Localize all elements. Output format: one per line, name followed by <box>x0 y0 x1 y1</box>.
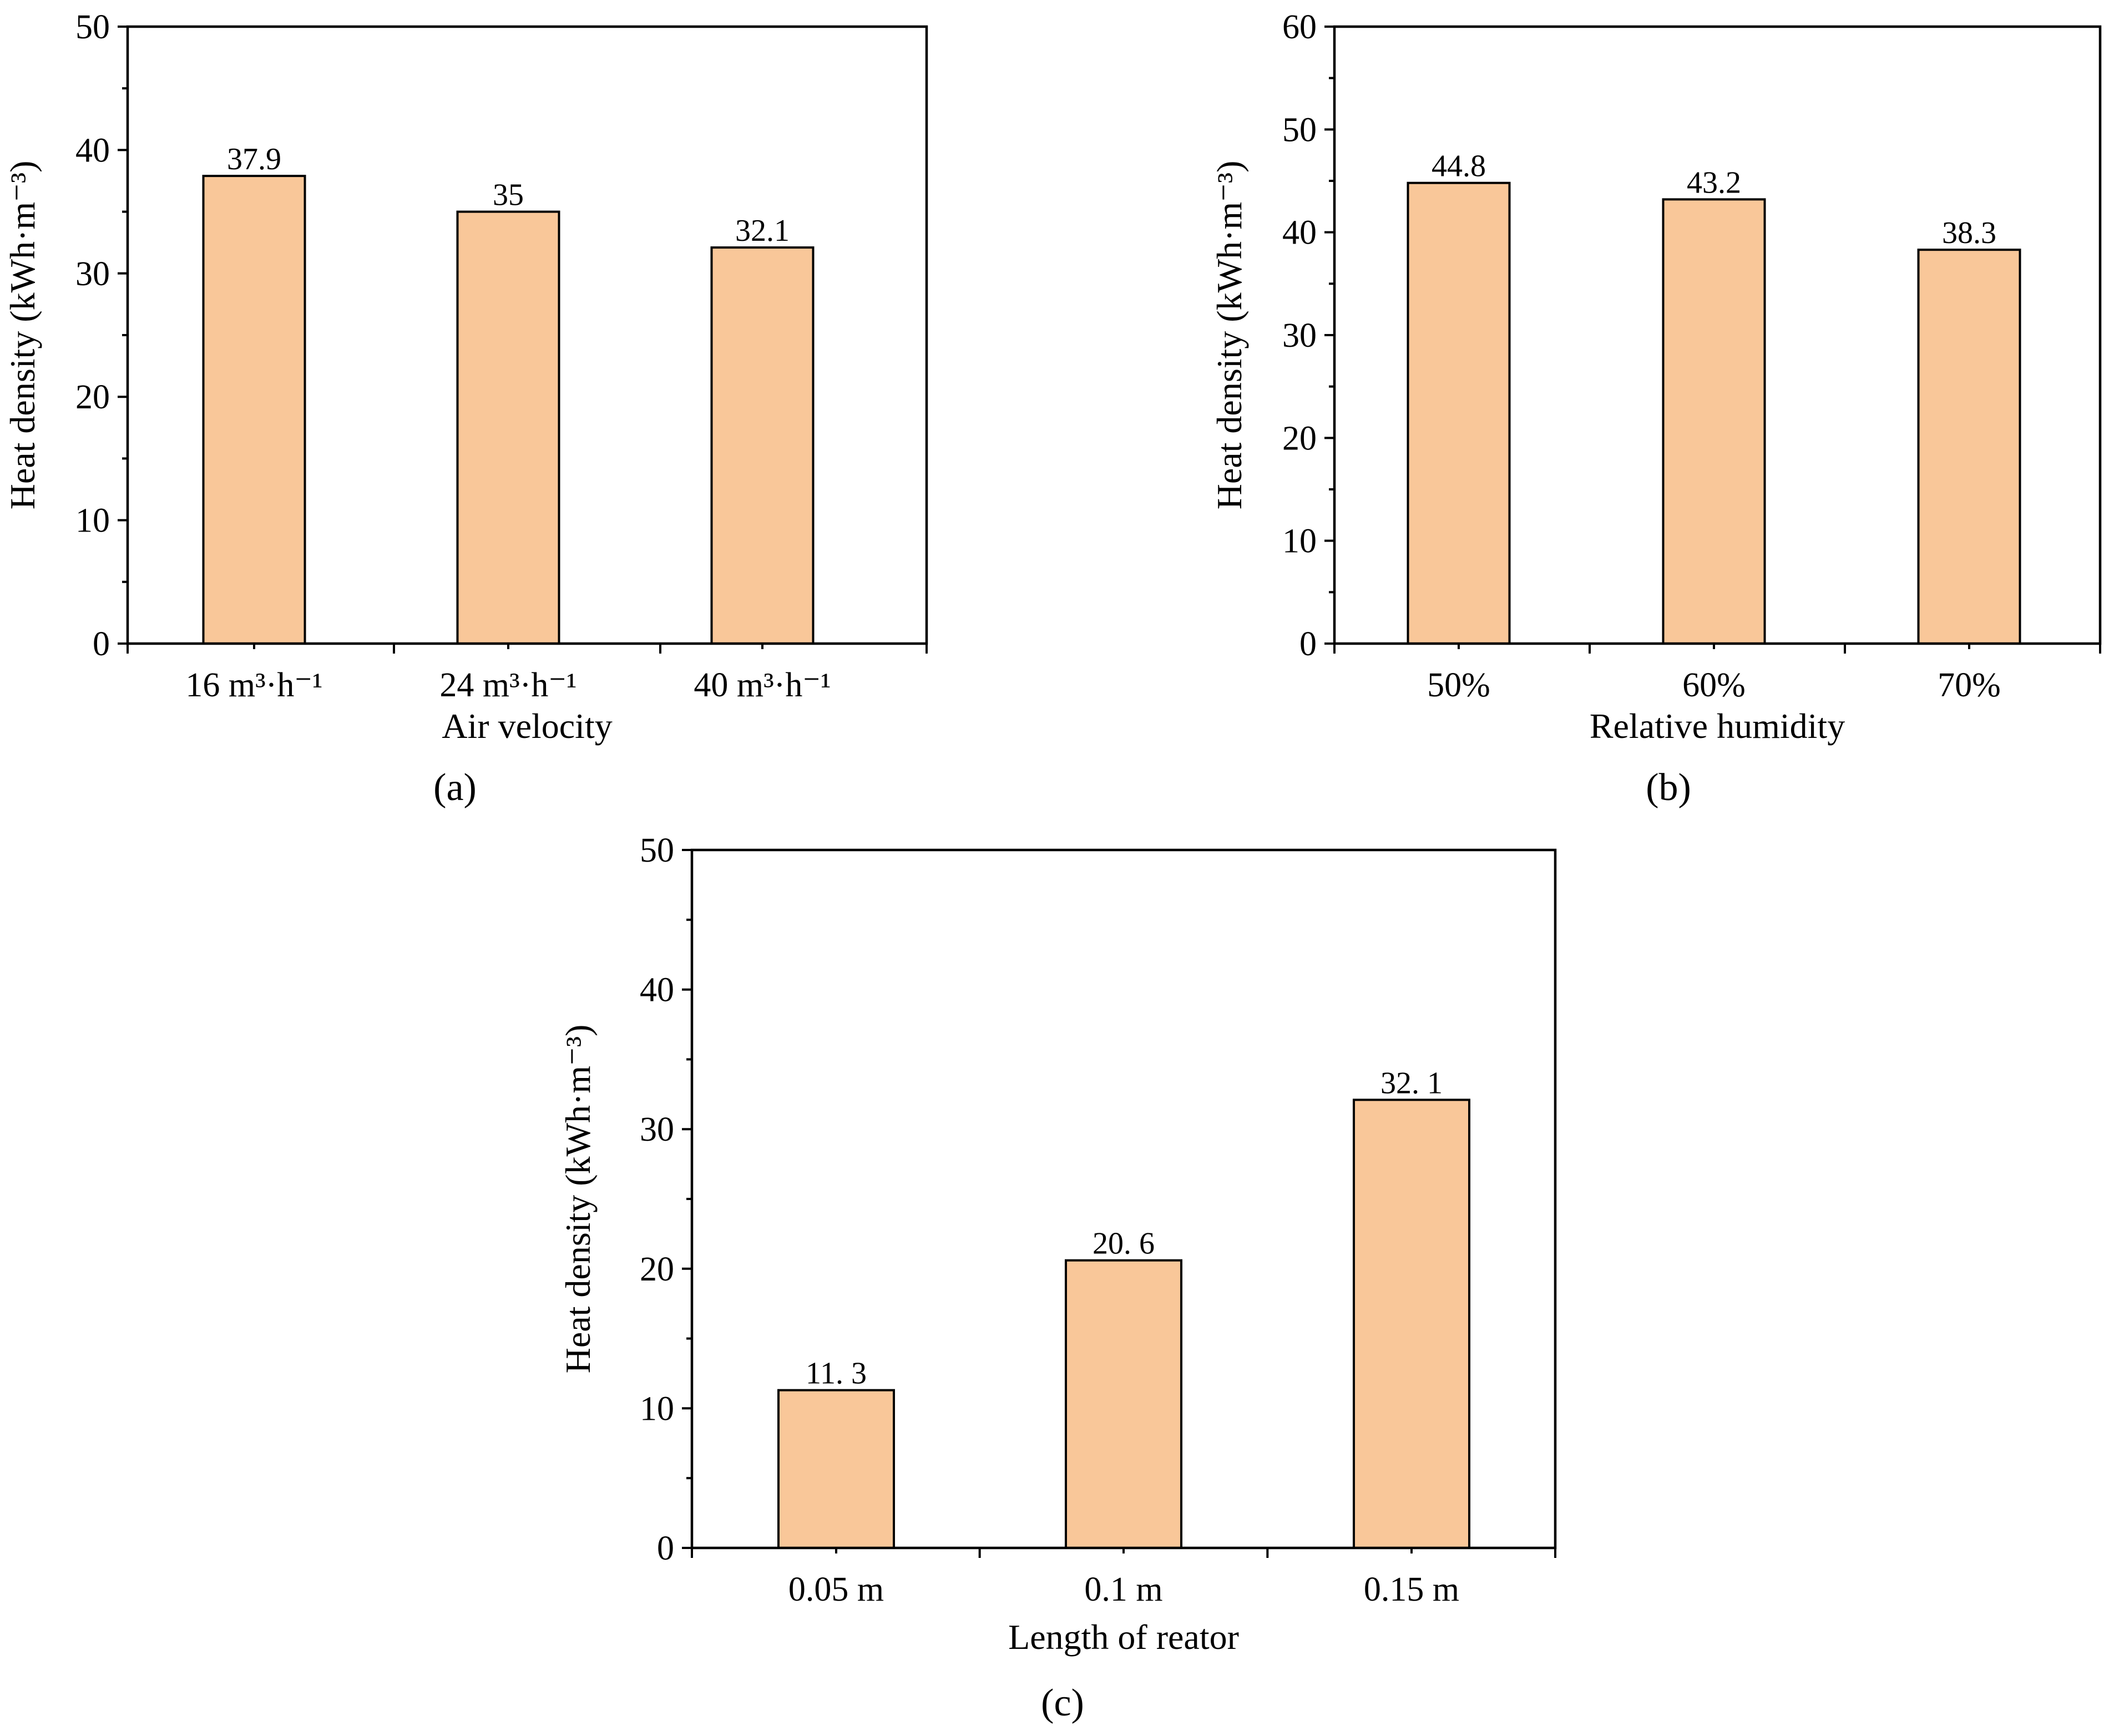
y-tick-label-b-10: 10 <box>1282 523 1317 560</box>
data-label-b-2: 43.2 <box>1687 165 1741 200</box>
y-tick-label-a-10: 10 <box>75 502 110 540</box>
y-tick-label-a-20: 20 <box>75 378 110 416</box>
bar-b-2 <box>1662 198 1766 645</box>
x-axis-title-b: Relative humidity <box>1590 706 1845 746</box>
x-tick-label-c-1: 0.05 m <box>788 1571 884 1608</box>
bar-c-2 <box>1065 1259 1182 1550</box>
data-label-a-2: 35 <box>493 178 524 212</box>
y-tick-label-c-50: 50 <box>640 832 674 869</box>
y-tick-label-a-30: 30 <box>75 255 110 293</box>
y-tick-label-b-50: 50 <box>1282 111 1317 149</box>
y-tick-label-c-10: 10 <box>640 1390 674 1428</box>
data-label-a-3: 32.1 <box>735 214 790 248</box>
y-tick-label-b-30: 30 <box>1282 317 1317 355</box>
data-label-b-1: 44.8 <box>1432 149 1486 184</box>
x-tick-label-b-1: 50% <box>1427 666 1490 704</box>
x-tick-label-c-3: 0.15 m <box>1364 1571 1459 1608</box>
y-tick-label-b-60: 60 <box>1282 8 1317 46</box>
bar-c-3 <box>1353 1099 1470 1549</box>
chart-panel-a: 37.9 35 32.1 0 10 20 30 40 50 16 m³·h⁻¹ 24 m³·h⁻¹ 4… <box>3 8 928 809</box>
bar-a-3 <box>710 246 815 645</box>
chart-panel-b: 44.8 43.2 38.3 0 10 20 30 40 50 60 50% 60% 70% Relati… <box>1210 8 2102 809</box>
x-tick-label-a-3: 40 m³·h⁻¹ <box>694 666 831 704</box>
bar-b-3 <box>1917 249 2021 645</box>
x-tick-label-a-1: 16 m³·h⁻¹ <box>185 666 322 704</box>
y-axis-title-b: Heat density (kWh·m⁻³) <box>1210 161 1249 510</box>
x-axis-title-c: Length of reator <box>1008 1617 1239 1657</box>
y-tick-label-c-30: 30 <box>640 1111 674 1148</box>
y-tick-label-a-0: 0 <box>93 625 110 663</box>
panel-label-a: (a) <box>433 766 477 809</box>
y-tick-label-b-0: 0 <box>1299 625 1317 663</box>
y-axis-title-a: Heat density (kWh·m⁻³) <box>3 161 42 510</box>
bar-a-2 <box>456 210 560 645</box>
bar-c-1 <box>777 1389 895 1549</box>
y-tick-label-c-20: 20 <box>640 1251 674 1288</box>
y-tick-label-b-20: 20 <box>1282 419 1317 457</box>
y-tick-label-c-0: 0 <box>657 1530 674 1567</box>
y-tick-label-b-40: 40 <box>1282 214 1317 252</box>
data-label-b-3: 38.3 <box>1942 216 1996 250</box>
bar-b-1 <box>1407 181 1511 645</box>
x-tick-label-b-3: 70% <box>1938 666 2001 704</box>
y-tick-label-a-40: 40 <box>75 131 110 169</box>
data-label-c-1: 11. 3 <box>806 1357 867 1391</box>
y-axis-title-c: Heat density (kWh·m⁻³) <box>558 1025 598 1374</box>
panel-label-c: (c) <box>1041 1682 1084 1724</box>
x-axis-title-a: Air velocity <box>442 706 612 746</box>
chart-panel-c: 11. 3 20. 6 32. 1 0 10 20 30 40 50 0.05 m 0.1 m 0.1… <box>558 832 1557 1724</box>
y-tick-label-a-50: 50 <box>75 8 110 46</box>
panel-label-b: (b) <box>1646 766 1691 809</box>
data-label-a-1: 37.9 <box>227 142 281 176</box>
data-label-c-3: 32. 1 <box>1380 1066 1443 1100</box>
x-tick-label-a-2: 24 m³·h⁻¹ <box>439 666 576 704</box>
x-tick-label-b-2: 60% <box>1682 666 1746 704</box>
bar-a-1 <box>202 175 306 645</box>
x-tick-label-c-2: 0.1 m <box>1084 1571 1162 1608</box>
data-label-c-2: 20. 6 <box>1093 1227 1155 1261</box>
y-tick-label-c-40: 40 <box>640 971 674 1009</box>
